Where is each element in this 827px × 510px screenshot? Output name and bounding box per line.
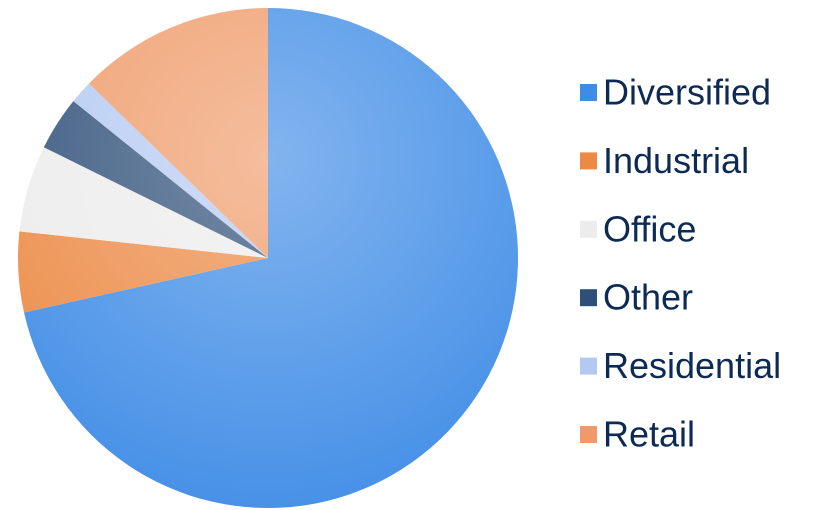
legend-label: Residential: [603, 345, 781, 386]
legend-swatch: [580, 84, 597, 101]
legend-swatch: [580, 289, 597, 307]
legend-label: Other: [603, 277, 693, 318]
pie: [17, 8, 518, 508]
legend-swatch: [580, 357, 597, 375]
legend-label: Industrial: [603, 140, 749, 181]
legend-swatch: [580, 220, 597, 238]
legend-label: Office: [603, 208, 696, 249]
legend: Diversified Industrial Office Other Resident…: [580, 72, 781, 455]
legend-label: Retail: [603, 414, 695, 455]
legend-label: Diversified: [603, 72, 771, 113]
legend-swatch: [580, 426, 597, 443]
legend-swatch: [580, 152, 597, 170]
